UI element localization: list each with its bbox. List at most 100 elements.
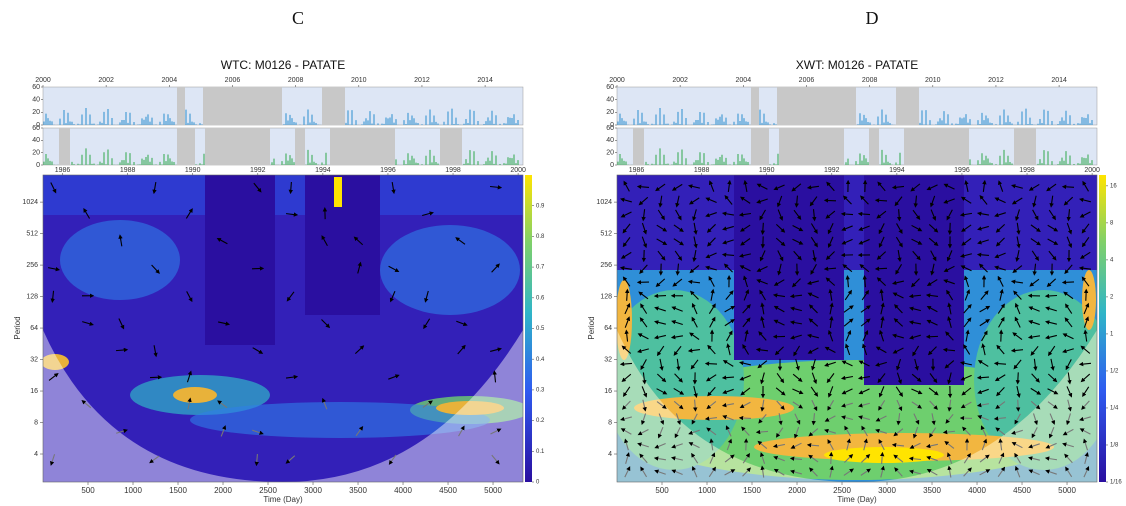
second-tick-label: 1998 [1019,167,1035,174]
x-tick-label: 4500 [439,486,457,495]
inset-series [43,148,523,165]
phase-arrow [1028,320,1040,326]
phase-arrow [670,456,683,461]
phase-arrow [823,266,837,272]
phase-arrow [946,289,954,301]
colorbar [1099,175,1106,482]
heatmap-c [43,175,523,482]
phase-arrow [641,386,648,398]
phase-arrow [909,306,921,312]
phase-arrow [793,345,801,357]
phase-arrow [705,374,717,382]
phase-arrow [926,469,938,476]
phase-arrow [912,426,919,439]
phase-arrow [980,290,989,300]
phase-arrow [1062,428,1074,436]
phase-arrow [689,290,699,300]
phase-arrow [910,278,920,288]
y-tick-label: 512 [26,230,38,237]
top-tick-label: 2008 [862,77,878,84]
phase-arrow [721,375,735,380]
phase-arrow [978,263,988,273]
phase-arrow [994,212,1006,218]
phase-arrow [656,388,668,395]
phase-arrow [860,318,871,327]
phase-arrow [47,266,61,272]
phase-arrow [691,465,698,478]
phase-arrow [640,303,648,314]
phase-arrow [675,195,680,208]
y-tick-label: 1024 [596,199,612,206]
x-tick-label: 500 [655,486,669,495]
phase-arrow [758,331,767,341]
phase-arrow [961,237,972,246]
second-tick-label: 1990 [185,167,201,174]
phase-arrow [773,305,785,313]
phase-arrow [1010,348,1024,353]
second-tick-label: 1986 [629,167,645,174]
phase-arrow [656,345,665,357]
phase-arrow [705,252,717,259]
colorbar-tick-label: 0 [536,480,540,486]
phase-arrow [791,278,801,288]
phase-arrow [997,275,1004,287]
phase-arrow [895,264,903,275]
phase-arrow [218,321,231,326]
x-tick-label: 4000 [394,486,412,495]
colorbar-tick-label: 1/4 [1110,406,1119,412]
phase-arrow [1064,264,1073,275]
second-tick-label: 2000 [1084,167,1100,174]
phase-arrow [637,333,649,340]
phase-arrow [931,413,936,426]
second-tick-label: 2000 [510,167,526,174]
phase-arrow [671,306,683,312]
colorbar-tick-label: 1/8 [1110,443,1119,449]
phase-arrow [897,249,902,263]
phase-arrow [909,442,921,449]
phase-arrow [913,413,920,425]
phase-arrow [1028,443,1040,449]
gap-block [777,87,856,125]
phase-arrow [808,454,819,463]
phase-arrow [455,237,466,245]
phase-arrow [285,374,299,380]
phase-arrow [691,302,698,315]
x-tick-label: 3500 [349,486,367,495]
phase-arrow [252,429,264,435]
phase-arrow [998,316,1005,328]
phase-arrow [792,401,804,409]
phase-arrow [640,466,648,478]
phase-arrow [895,386,903,397]
phase-arrow [708,275,715,287]
phase-arrow [810,386,819,397]
phase-arrow [843,305,854,313]
phase-arrow [841,360,853,367]
phase-arrow [862,330,869,342]
phase-arrow [775,387,786,396]
y-tick-label: 16 [30,388,38,395]
phase-arrow [858,360,870,367]
phase-arrow [930,250,937,262]
phase-arrow [860,468,871,476]
phase-arrow [790,306,802,312]
phase-arrow [845,343,851,356]
phase-arrow [874,266,888,271]
phase-arrow [1062,333,1074,340]
phase-arrow [1065,359,1072,371]
phase-arrow [963,467,972,477]
phase-arrow [877,373,886,384]
phase-arrow [706,401,717,410]
phase-arrow [321,319,331,329]
phase-arrow [760,452,766,464]
phase-arrow [641,209,646,222]
phase-arrow [638,291,649,300]
phase-arrow [773,319,785,326]
phase-arrow [1065,466,1073,478]
phase-arrow [422,211,434,217]
phase-arrow [977,239,989,245]
y-tick-label: 256 [26,262,38,269]
second-tick-label: 1998 [445,167,461,174]
phase-arrow [876,251,887,260]
phase-arrow [811,413,816,426]
